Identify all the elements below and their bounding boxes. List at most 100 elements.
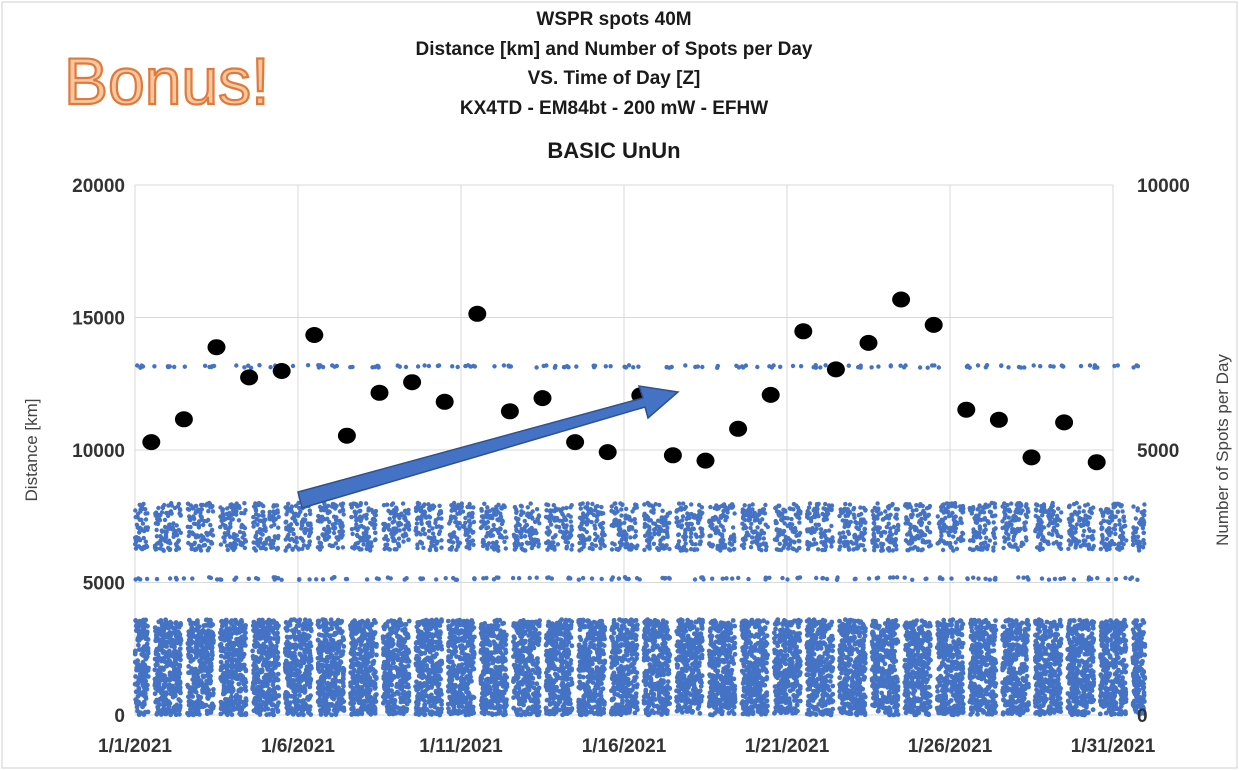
spot-point [135,625,141,631]
spot-point [160,504,165,510]
spot-point [355,540,361,546]
spot-point [330,640,336,646]
spot-point [469,621,474,627]
spot-point [406,537,411,543]
spot-point [263,700,269,705]
spot-point [208,668,214,674]
spot-point [145,682,150,688]
spot-point [370,365,375,370]
spot-point [145,674,151,679]
spot-point [297,644,303,649]
spot-point [160,650,166,655]
spot-point [322,645,328,651]
spot-point [192,627,198,633]
spot-point [237,643,243,649]
spot-point [163,534,169,540]
spot-point [261,503,266,509]
spot-point [231,657,237,663]
spot-point [297,669,302,675]
spot-point [218,653,224,659]
spot-point [369,701,374,707]
spot-point [138,528,143,533]
spot-point [361,673,367,679]
spot-point [138,509,143,514]
spot-point [389,502,394,507]
spot-point [349,699,355,704]
spot-point [144,544,150,549]
spot-point [177,671,183,677]
spot-point [240,674,246,680]
spot-point [365,680,371,686]
spot-point [328,621,334,626]
spot-point [323,628,329,634]
spot-point [485,623,491,629]
spot-point [419,682,424,687]
spot-point [190,576,195,581]
spot-point [455,539,460,544]
spot-point [208,522,213,528]
spot-point [340,652,345,657]
spot-point [334,625,340,631]
spot-point [337,529,342,534]
spot-point [430,632,435,638]
spot-point [291,672,297,678]
spot-point [207,364,212,370]
spot-point [172,505,178,511]
spot-point [155,517,160,522]
spot-point [470,660,476,665]
spot-point [134,522,140,527]
spot-point [319,668,325,674]
spot-point [448,516,454,521]
spot-point [343,576,349,582]
spot-point [176,678,182,684]
spot-point [159,510,165,515]
spot-point [201,522,206,527]
spot-point [308,523,313,528]
spot-point [174,702,180,708]
spot-point [208,617,213,623]
spot-point [218,630,224,636]
spot-point [225,506,230,511]
spot-point [188,621,194,627]
spot-point [251,520,256,525]
spot-point [435,683,441,689]
spot-point [176,697,182,702]
spot-point [209,649,215,655]
spot-point [255,576,261,582]
spot-point [169,511,174,516]
spot-point [487,630,493,635]
spot-point [417,630,423,636]
spot-point [487,669,493,675]
spot-point [199,651,204,657]
spot-point [478,650,484,655]
spot-point [275,510,280,515]
spot-point [415,542,420,547]
spot-point [301,621,307,626]
spot-point [173,640,179,646]
spot-point [227,631,233,636]
spot-point [419,520,424,525]
spot-point [242,365,247,370]
spot-point [371,631,377,637]
spot-point [224,645,230,651]
spot-point [335,617,341,623]
spot-point [292,513,297,519]
spot-point [192,708,198,714]
spot-point [153,699,159,705]
spot-point [158,709,164,715]
spot-point [415,516,421,521]
spot-point [439,525,444,530]
spot-point [177,646,183,652]
spot-point [386,699,391,705]
spot-point [433,623,439,629]
spot-point [210,692,216,698]
spot-point [206,545,212,551]
spot-point [452,671,458,677]
spot-point [218,514,223,519]
spot-point [186,664,192,669]
spot-point [401,650,407,655]
spot-point [209,656,215,662]
spot-point [317,624,323,630]
spot-point [156,675,162,681]
spot-point [301,543,307,548]
